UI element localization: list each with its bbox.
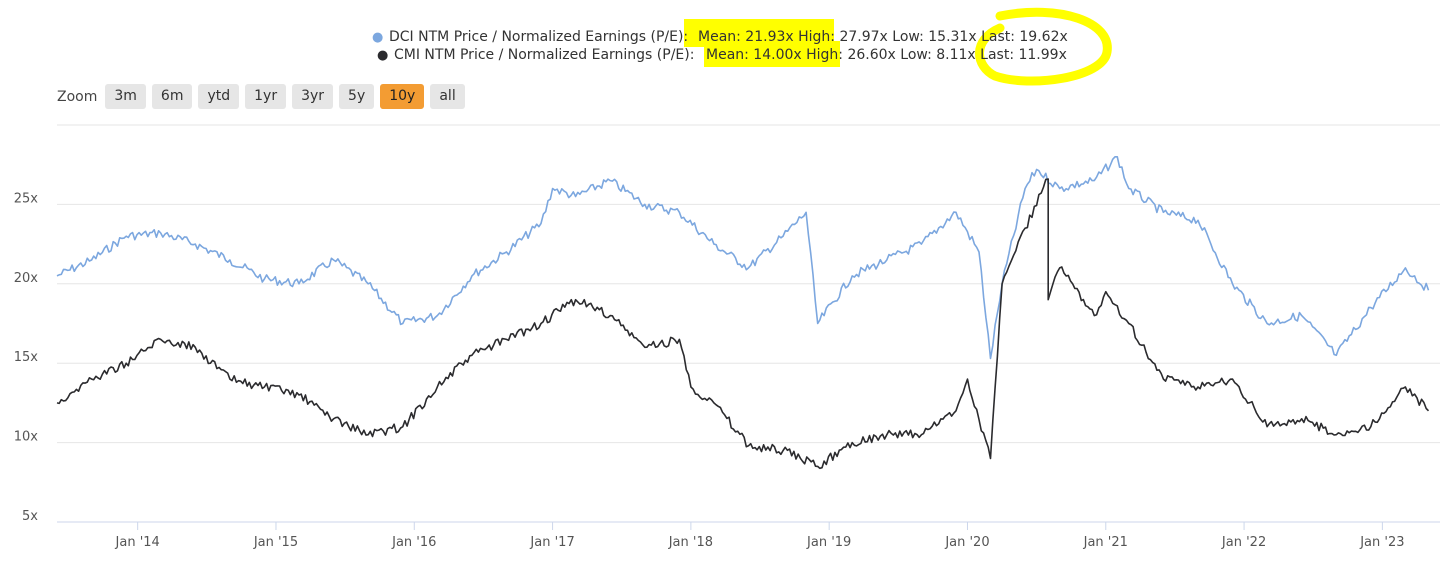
- y-tick-label: 25x: [14, 191, 39, 206]
- zoom-buttons: 3m 6m ytd 1yr 3yr 5y 10y all: [105, 84, 465, 109]
- x-tick-label: Jan '19: [806, 535, 851, 550]
- x-tick-label: Jan '17: [529, 535, 574, 550]
- highlight-circle: [975, 7, 1112, 86]
- x-axis: Jan '14 Jan '15 Jan '16 Jan '17 Jan '18 Jan '…: [115, 522, 1405, 550]
- series-line-dci: [56, 156, 1430, 360]
- y-axis: 5x 10x 15x 20x 25x: [14, 191, 39, 524]
- zoom-control: Zoom 3m 6m ytd 1yr 3yr 5y 10y all: [57, 84, 465, 109]
- y-tick-label: 20x: [14, 271, 39, 286]
- zoom-button-6m[interactable]: 6m: [151, 84, 193, 109]
- legend-item-cmi[interactable]: ● CMI NTM Price / Normalized Earnings (P…: [377, 47, 1067, 63]
- zoom-button-1yr[interactable]: 1yr: [245, 84, 287, 109]
- legend-marker-dci: ●: [372, 30, 383, 45]
- zoom-button-ytd[interactable]: ytd: [198, 84, 240, 109]
- x-tick-label: Jan '18: [668, 535, 713, 550]
- zoom-button-all[interactable]: all: [430, 84, 465, 109]
- y-tick-label: 15x: [14, 350, 39, 365]
- legend-stats-dci: Mean: 21.93x High: 27.97x Low: 15.31x La…: [698, 29, 1068, 45]
- y-tick-label: 5x: [22, 509, 38, 524]
- zoom-button-3m[interactable]: 3m: [105, 84, 146, 109]
- zoom-button-3yr[interactable]: 3yr: [292, 84, 334, 109]
- x-tick-label: Jan '15: [253, 535, 298, 550]
- legend-highlights: [684, 7, 1112, 86]
- grid-lines: [57, 124, 1440, 523]
- x-tick-label: Jan '21: [1083, 535, 1128, 550]
- legend-label-dci: DCI NTM Price / Normalized Earnings (P/E…: [389, 29, 688, 45]
- legend-stats-cmi: Mean: 14.00x High: 26.60x Low: 8.11x Las…: [706, 47, 1067, 63]
- x-tick-label: Jan '20: [944, 535, 989, 550]
- highlight-mark-row2: [704, 41, 840, 67]
- legend: ● DCI NTM Price / Normalized Earnings (P…: [372, 29, 1068, 63]
- legend-marker-cmi: ●: [377, 48, 388, 63]
- zoom-button-5y[interactable]: 5y: [339, 84, 375, 109]
- x-tick-label: Jan '16: [391, 535, 436, 550]
- x-tick-label: Jan '23: [1359, 535, 1404, 550]
- series-line-cmi: [56, 178, 1430, 470]
- legend-item-dci[interactable]: ● DCI NTM Price / Normalized Earnings (P…: [372, 29, 1068, 45]
- x-tick-label: Jan '14: [115, 535, 160, 550]
- plot-area: [56, 156, 1430, 470]
- zoom-button-10y[interactable]: 10y: [380, 84, 425, 109]
- legend-label-cmi: CMI NTM Price / Normalized Earnings (P/E…: [394, 47, 694, 63]
- x-tick-label: Jan '22: [1221, 535, 1266, 550]
- zoom-label: Zoom: [57, 88, 98, 105]
- y-tick-label: 10x: [14, 430, 39, 445]
